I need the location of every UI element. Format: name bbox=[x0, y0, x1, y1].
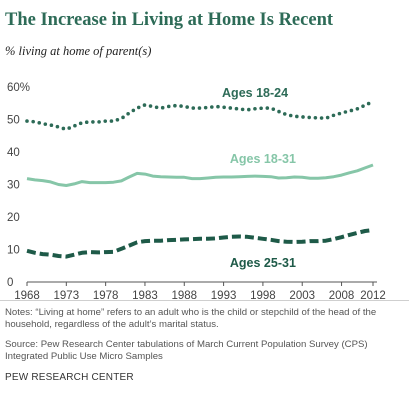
x-tick-label: 1983 bbox=[132, 290, 158, 300]
series-line-ages-25-31 bbox=[26, 228, 374, 259]
x-tick-label: 1993 bbox=[211, 290, 237, 300]
series-label: Ages 25-31 bbox=[230, 256, 296, 270]
x-tick-label: 2008 bbox=[329, 290, 355, 300]
series-line-ages-18-31 bbox=[26, 163, 374, 187]
x-tick-label: 1988 bbox=[171, 290, 197, 300]
footer-org: PEW RESEARCH CENTER bbox=[5, 372, 134, 383]
y-tick-label: 60% bbox=[7, 82, 30, 94]
y-tick-label: 30 bbox=[7, 180, 20, 192]
x-tick-label: 2003 bbox=[289, 290, 315, 300]
series-label: Ages 18-31 bbox=[230, 152, 296, 166]
chart-title: The Increase in Living at Home Is Recent bbox=[5, 10, 334, 30]
x-tick-label: 1973 bbox=[54, 290, 80, 300]
x-tick-label: 2012 bbox=[360, 290, 386, 300]
chart-subtitle: % living at home of parent(s) bbox=[5, 44, 152, 58]
series-line-ages-18-24 bbox=[25, 99, 375, 132]
y-tick-label: 10 bbox=[7, 245, 20, 257]
y-tick-label: 40 bbox=[7, 147, 20, 159]
series-label: Ages 18-24 bbox=[222, 86, 288, 100]
x-tick-label: 1968 bbox=[14, 290, 40, 300]
y-tick-label: 20 bbox=[7, 212, 20, 224]
y-tick-label: 0 bbox=[7, 277, 13, 289]
chart-note: Notes: “Living at home” refers to an adu… bbox=[5, 307, 377, 330]
line-chart: 0 10 20 30 40 50 60% 1968 1973 1978 1983 1988 1993 19… bbox=[7, 82, 386, 300]
y-tick-label: 50 bbox=[7, 115, 20, 127]
divider bbox=[0, 300, 409, 301]
chart-source: Source: Pew Research Center tabulations … bbox=[5, 339, 368, 362]
x-tick-label: 1978 bbox=[93, 290, 119, 300]
x-tick-label: 1998 bbox=[250, 290, 276, 300]
